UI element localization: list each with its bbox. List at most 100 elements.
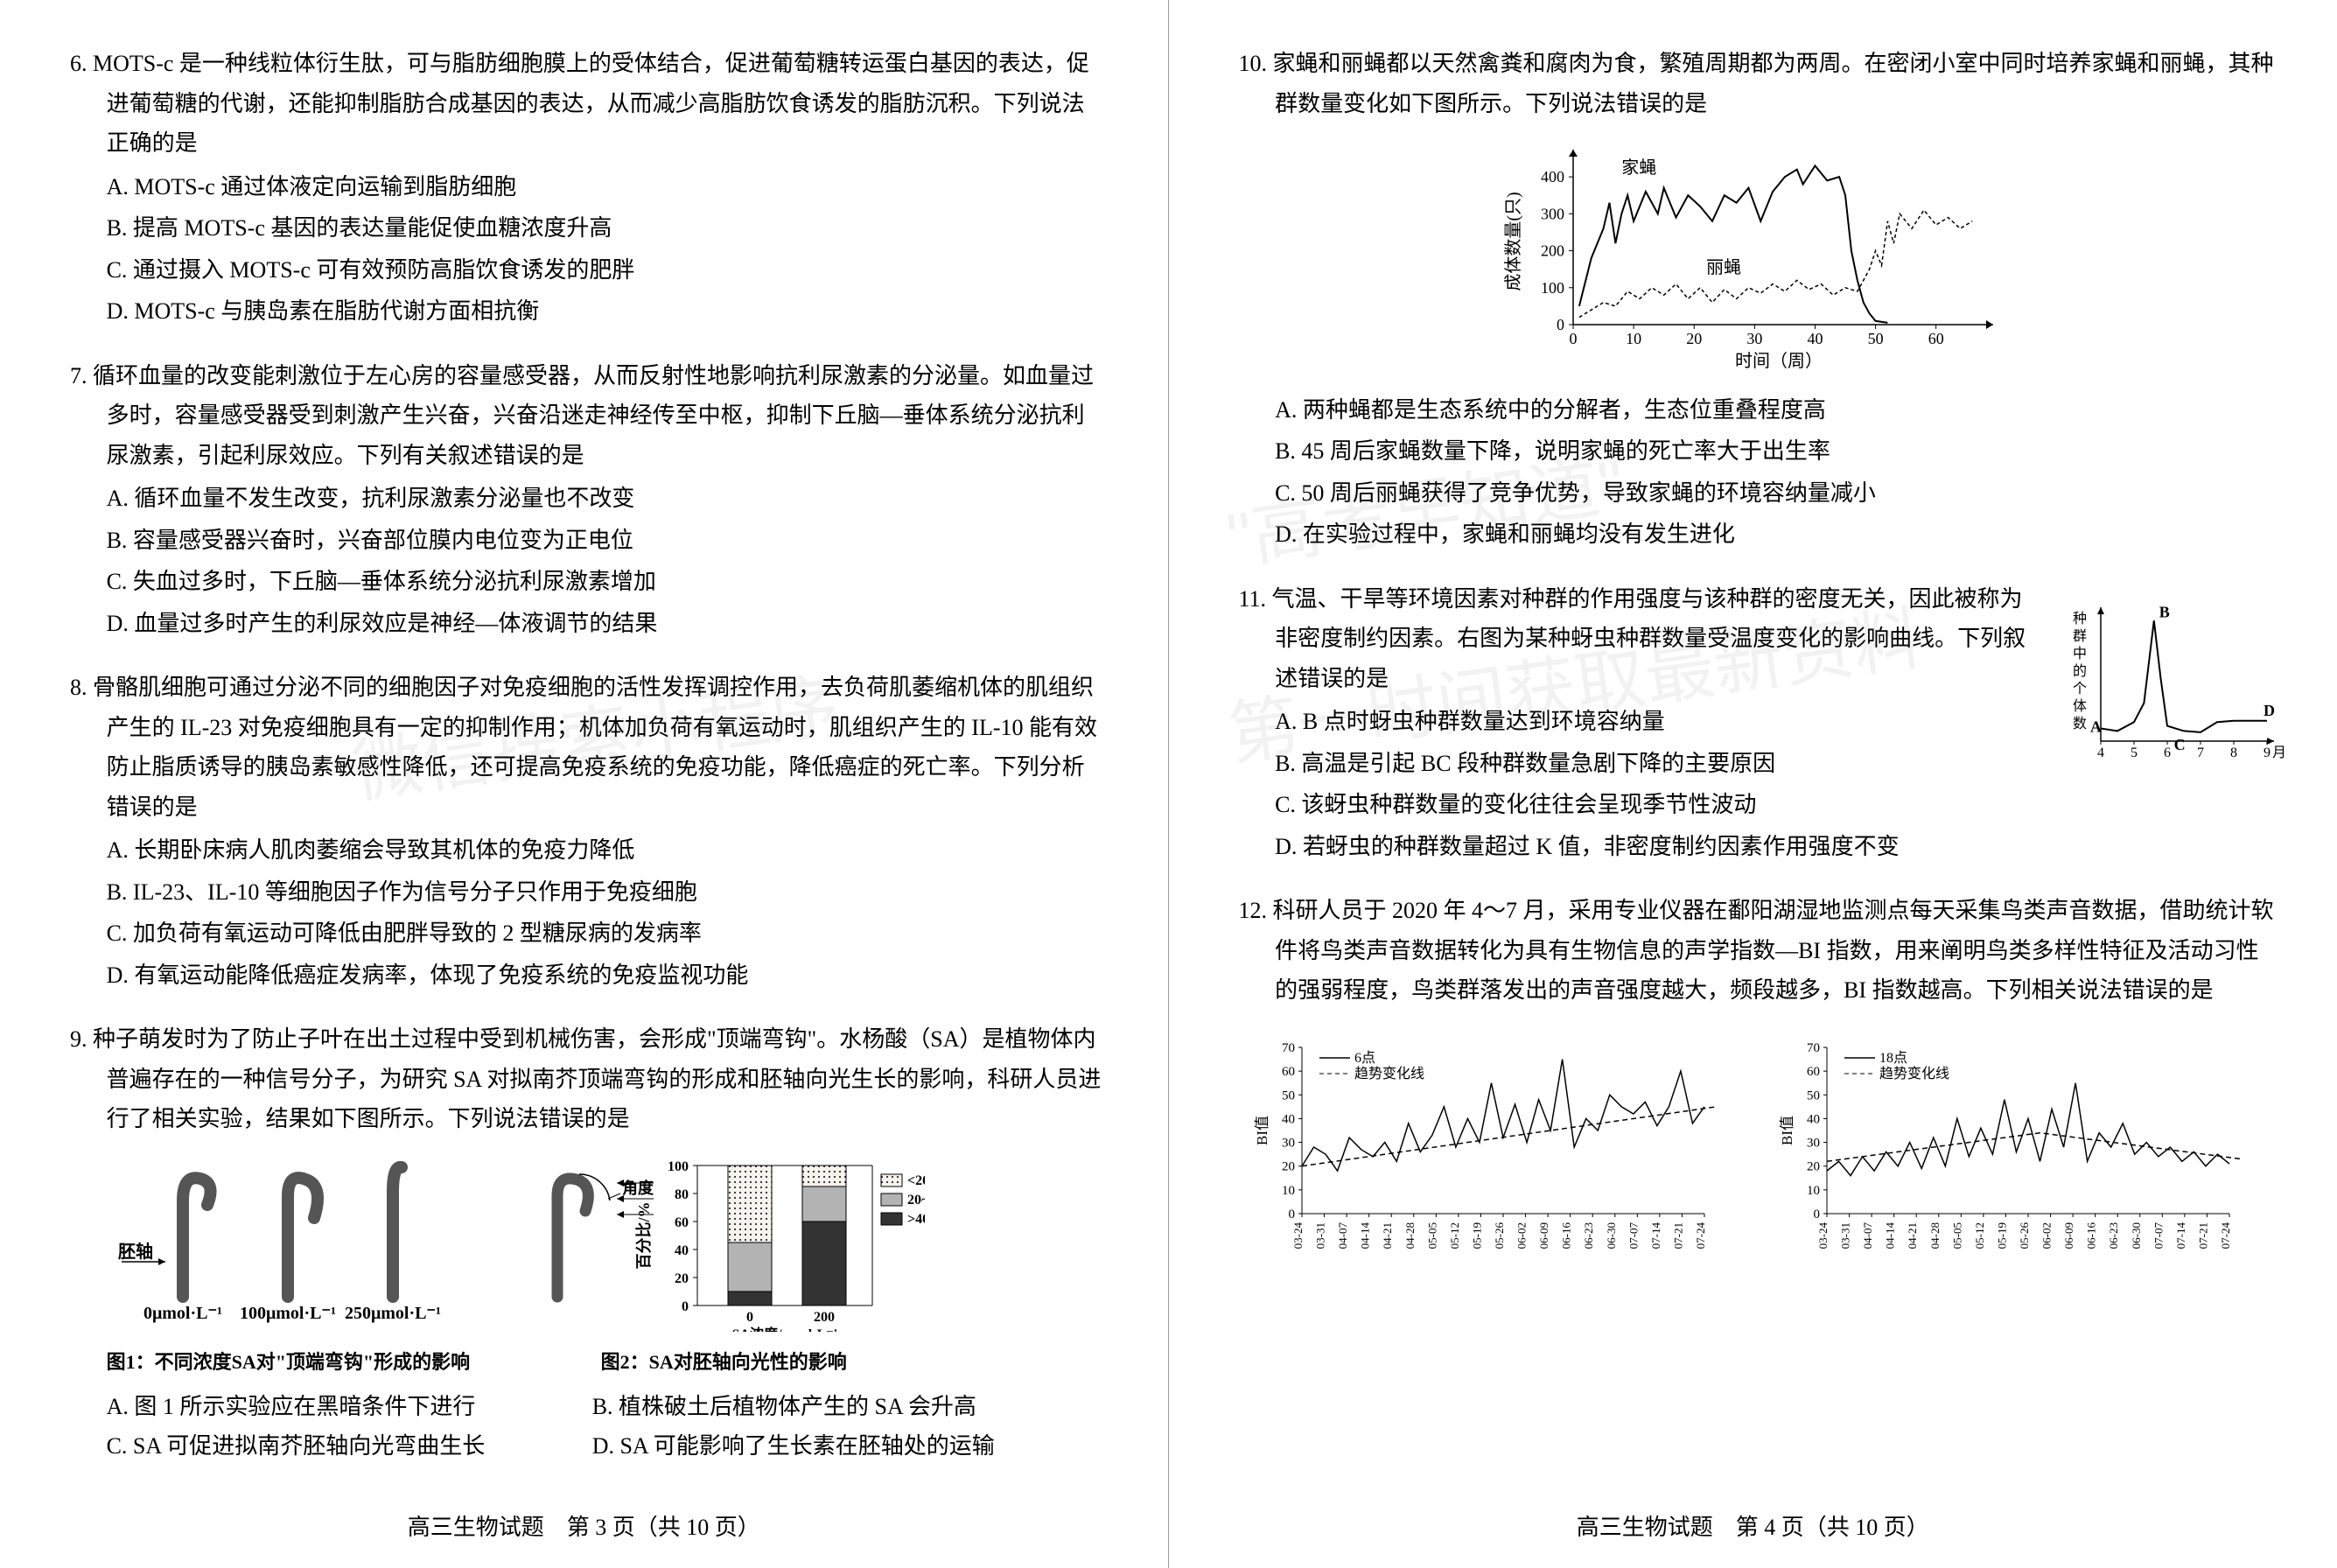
- svg-text:20: 20: [1282, 1159, 1295, 1173]
- q-text: 循环血量的改变能刺激位于左心房的容量感受器，从而反射性地影响抗利尿激素的分泌量。…: [93, 363, 1094, 468]
- svg-text:200: 200: [814, 1310, 835, 1325]
- svg-text:群: 群: [2073, 628, 2087, 644]
- svg-text:6点: 6点: [1354, 1050, 1375, 1066]
- svg-text:100: 100: [1541, 279, 1564, 297]
- svg-text:10: 10: [1626, 330, 1641, 347]
- svg-text:04-07: 04-07: [1336, 1222, 1349, 1249]
- svg-text:03-31: 03-31: [1314, 1222, 1327, 1249]
- svg-text:07-07: 07-07: [1627, 1222, 1641, 1249]
- svg-text:200: 200: [1541, 242, 1564, 260]
- svg-text:9: 9: [2264, 746, 2271, 760]
- svg-text:50: 50: [1868, 330, 1884, 347]
- option-b: B. 植株破土后植物体产生的 SA 会升高: [592, 1387, 1073, 1427]
- svg-text:250μmol·L⁻¹: 250μmol·L⁻¹: [345, 1304, 441, 1323]
- svg-text:月份: 月份: [2272, 745, 2285, 760]
- svg-text:30: 30: [1807, 1136, 1820, 1150]
- option-c: C. 加负荷有氧运动可降低由肥胖导致的 2 型糖尿病的发病率: [107, 914, 1107, 954]
- figure-2: 020406080100百分比/%0200SA浓度/μmol·L⁻¹<20°20…: [522, 1148, 925, 1380]
- svg-text:03-24: 03-24: [1816, 1222, 1830, 1249]
- svg-text:时间（周）: 时间（周）: [1735, 351, 1823, 368]
- option-b: B. IL-23、IL-10 等细胞因子作为信号分子只作用于免疫细胞: [107, 872, 1107, 913]
- svg-text:5: 5: [2131, 746, 2138, 760]
- svg-text:06-30: 06-30: [1605, 1222, 1618, 1249]
- svg-text:B: B: [2159, 603, 2170, 620]
- option-c: C. 50 周后丽蝇获得了竞争优势，导致家蝇的环境容纳量减小: [1275, 473, 2276, 514]
- svg-text:百分比/%: 百分比/%: [635, 1201, 653, 1269]
- svg-text:0: 0: [1289, 1208, 1296, 1222]
- option-d: D. 若蚜虫的种群数量超过 K 值，非密度制约因素作用强度不变: [1275, 827, 2276, 867]
- svg-text:0: 0: [1557, 316, 1564, 333]
- svg-text:06-02: 06-02: [1515, 1222, 1529, 1249]
- svg-text:0: 0: [746, 1310, 753, 1325]
- svg-text:18点: 18点: [1879, 1050, 1907, 1066]
- svg-text:04-07: 04-07: [1861, 1222, 1874, 1249]
- q-text: 骨骼肌细胞可通过分泌不同的细胞因子对免疫细胞的活性发挥调控作用，去负荷肌萎缩机体…: [93, 675, 1097, 820]
- svg-text:角度: 角度: [622, 1179, 654, 1197]
- svg-text:<20°: <20°: [907, 1173, 925, 1188]
- svg-text:个: 个: [2073, 681, 2087, 696]
- q-num: 8.: [70, 675, 87, 700]
- svg-text:04-21: 04-21: [1381, 1222, 1394, 1249]
- svg-text:40: 40: [1808, 330, 1823, 347]
- svg-text:04-14: 04-14: [1359, 1222, 1372, 1249]
- svg-text:07-21: 07-21: [1672, 1222, 1685, 1249]
- svg-text:SA浓度/μmol·L⁻¹: SA浓度/μmol·L⁻¹: [732, 1326, 838, 1332]
- svg-text:06-23: 06-23: [2107, 1222, 2120, 1249]
- q-text: 种子萌发时为了防止子叶在出土过程中受到机械伤害，会形成"顶端弯钩"。水杨酸（SA…: [93, 1026, 1101, 1131]
- option-a: A. 图 1 所示实验应在黑暗条件下进行: [107, 1387, 587, 1427]
- svg-text:趋势变化线: 趋势变化线: [1879, 1066, 1949, 1082]
- svg-text:10: 10: [1807, 1183, 1820, 1197]
- svg-text:05-05: 05-05: [1426, 1222, 1439, 1249]
- svg-text:07-24: 07-24: [2219, 1222, 2232, 1249]
- option-c: C. 通过摄入 MOTS-c 可有效预防高脂饮食诱发的肥胖: [107, 250, 1107, 290]
- svg-text:06-02: 06-02: [2040, 1222, 2054, 1249]
- question-9: 9. 种子萌发时为了防止子叶在出土过程中受到机械伤害，会形成"顶端弯钩"。水杨酸…: [70, 1019, 1107, 1466]
- option-b: B. 45 周后家蝇数量下降，说明家蝇的死亡率大于出生率: [1275, 431, 2276, 472]
- svg-text:05-05: 05-05: [1951, 1222, 1964, 1249]
- svg-text:A: A: [2090, 718, 2102, 735]
- option-a: A. 两种蝇都是生态系统中的分解者，生态位重叠程度高: [1275, 390, 2276, 430]
- svg-text:BI值: BI值: [1254, 1116, 1270, 1145]
- page-4: 10. 家蝇和丽蝇都以天然禽粪和腐肉为食，繁殖周期都为两周。在密闭小室中同时培养…: [1169, 0, 2337, 1568]
- page-footer: 高三生物试题 第 4 页（共 10 页）: [1169, 1509, 2337, 1542]
- svg-text:体: 体: [2073, 698, 2087, 714]
- svg-text:60: 60: [675, 1215, 689, 1230]
- svg-text:BI值: BI值: [1779, 1116, 1795, 1145]
- svg-text:03-24: 03-24: [1291, 1222, 1305, 1249]
- option-d: D. 在实验过程中，家蝇和丽蝇均没有发生进化: [1275, 514, 2276, 555]
- option-c: C. 该蚜虫种群数量的变化往往会呈现季节性波动: [1275, 785, 2276, 825]
- svg-text:的: 的: [2073, 663, 2087, 679]
- svg-text:10: 10: [1282, 1183, 1295, 1197]
- svg-text:中: 中: [2073, 646, 2087, 662]
- figure-10: 01020304050600100200300400时间（周）成体数量(只)家蝇…: [1239, 132, 2277, 382]
- svg-text:丽蝇: 丽蝇: [1706, 257, 1741, 277]
- figure-12-right: 01020304050607003-2403-3104-0704-1404-21…: [1774, 1021, 2264, 1297]
- q-num: 6.: [70, 51, 87, 76]
- svg-text:30: 30: [1282, 1136, 1295, 1150]
- svg-text:06-09: 06-09: [1537, 1222, 1550, 1249]
- svg-text:07-14: 07-14: [1649, 1222, 1662, 1249]
- svg-text:05-12: 05-12: [1973, 1222, 1986, 1249]
- svg-text:05-19: 05-19: [1996, 1222, 2009, 1249]
- fig1-caption: 图1：不同浓度SA对"顶端弯钩"形成的影响: [107, 1346, 471, 1380]
- question-11: 456789月份种群中的个体数ABCD 11. 气温、干旱等环境因素对种群的作用…: [1239, 579, 2277, 867]
- question-8: 8. 骨骼肌细胞可通过分泌不同的细胞因子对免疫细胞的活性发挥调控作用，去负荷肌萎…: [70, 668, 1107, 995]
- fig2-caption: 图2：SA对胚轴向光性的影响: [522, 1346, 925, 1380]
- svg-text:60: 60: [1928, 330, 1944, 347]
- svg-text:种: 种: [2073, 611, 2087, 626]
- svg-text:20: 20: [1807, 1159, 1820, 1173]
- svg-text:D: D: [2264, 701, 2275, 718]
- page-3: 6. MOTS-c 是一种线粒体衍生肽，可与脂肪细胞膜上的受体结合，促进葡萄糖转…: [0, 0, 1169, 1568]
- svg-text:06-30: 06-30: [2130, 1222, 2143, 1249]
- svg-text:100: 100: [668, 1159, 689, 1174]
- svg-text:60: 60: [1282, 1065, 1295, 1079]
- svg-text:0: 0: [682, 1299, 689, 1314]
- svg-text:20: 20: [1686, 330, 1702, 347]
- figure-11: 456789月份种群中的个体数ABCD: [2057, 597, 2285, 782]
- svg-text:成体数量(只): 成体数量(只): [1503, 192, 1523, 290]
- svg-text:60: 60: [1807, 1065, 1820, 1079]
- svg-text:0: 0: [1814, 1208, 1821, 1222]
- svg-text:05-12: 05-12: [1448, 1222, 1461, 1249]
- q-num: 12.: [1239, 898, 1268, 923]
- q-num: 10.: [1239, 51, 1268, 76]
